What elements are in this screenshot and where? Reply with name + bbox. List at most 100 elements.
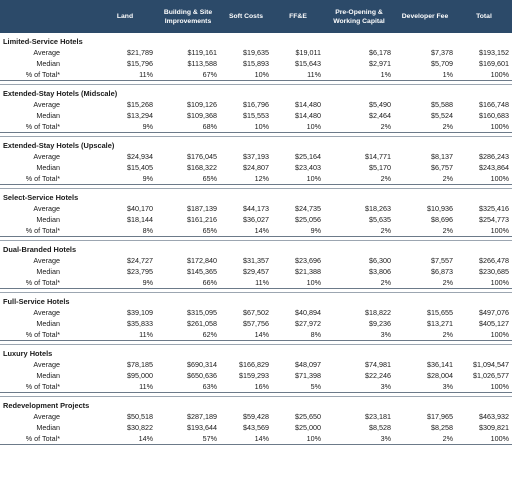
header-building: Building & Site Improvements bbox=[156, 0, 220, 33]
table-cell: $287,189 bbox=[187, 412, 217, 421]
table-cell: $71,398 bbox=[295, 371, 321, 380]
row-label: Median bbox=[36, 215, 60, 224]
table-cell: 63% bbox=[156, 381, 220, 393]
table-cell: $28,004 bbox=[427, 371, 453, 380]
table-row: Average $39,109 $315,095 $67,502 $40,894 $18,… bbox=[0, 307, 512, 318]
category-row: Luxury Hotels bbox=[0, 344, 512, 359]
table-cell: 65% bbox=[156, 225, 220, 237]
table-cell: 1% bbox=[324, 69, 394, 81]
table-cell: $27,972 bbox=[295, 319, 321, 328]
table-cell: $168,322 bbox=[187, 163, 217, 172]
table-cell: 2% bbox=[324, 225, 394, 237]
table-cell: 100% bbox=[456, 277, 512, 289]
table-cell: $5,524 bbox=[431, 111, 453, 120]
table-cell: $5,709 bbox=[431, 59, 453, 68]
table-cell: $95,000 bbox=[127, 371, 153, 380]
category-row: Extended-Stay Hotels (Upscale) bbox=[0, 136, 512, 151]
table-row: Average $24,727 $172,840 $31,357 $23,696 $6,3… bbox=[0, 255, 512, 266]
row-label: % of Total* bbox=[0, 277, 94, 289]
table-row: % of Total* 8% 65% 14% 9% 2% 2% 100% bbox=[0, 225, 512, 237]
table-cell: $8,696 bbox=[431, 215, 453, 224]
table-cell: 62% bbox=[156, 329, 220, 341]
table-cell: 8% bbox=[272, 329, 324, 341]
table-cell: $254,773 bbox=[479, 215, 509, 224]
table-row: % of Total* 9% 68% 10% 10% 2% 2% 100% bbox=[0, 121, 512, 133]
table-cell: $24,934 bbox=[127, 152, 153, 161]
table-cell: $40,894 bbox=[295, 308, 321, 317]
table-cell: $5,170 bbox=[369, 163, 391, 172]
table-cell: 3% bbox=[324, 381, 394, 393]
spacer-cell bbox=[0, 445, 512, 449]
table-cell: 2% bbox=[394, 121, 456, 133]
table-cell: $23,795 bbox=[127, 267, 153, 276]
table-cell: $25,000 bbox=[295, 423, 321, 432]
table-cell: $59,428 bbox=[243, 412, 269, 421]
row-label: Average bbox=[33, 100, 60, 109]
table-cell: $14,480 bbox=[295, 111, 321, 120]
table-cell: $230,685 bbox=[479, 267, 509, 276]
header-soft-costs: Soft Costs bbox=[220, 0, 272, 33]
table-cell: 10% bbox=[272, 277, 324, 289]
table-row: Average $24,934 $176,045 $37,193 $25,164 $14,… bbox=[0, 151, 512, 162]
table-cell: $31,357 bbox=[243, 256, 269, 265]
row-label: % of Total* bbox=[0, 173, 94, 185]
table-row: Median $13,294 $109,368 $15,553 $14,480 $2,46… bbox=[0, 110, 512, 121]
table-cell: $25,164 bbox=[295, 152, 321, 161]
category-row: Select-Service Hotels bbox=[0, 188, 512, 203]
table-cell: $159,293 bbox=[239, 371, 269, 380]
table-cell: $690,314 bbox=[187, 360, 217, 369]
table-cell: 65% bbox=[156, 173, 220, 185]
table-cell: $18,263 bbox=[365, 204, 391, 213]
hotel-cost-table: Land Building & Site Improvements Soft C… bbox=[0, 0, 512, 449]
table-cell: $37,193 bbox=[243, 152, 269, 161]
table-cell: 10% bbox=[272, 433, 324, 445]
table-cell: 100% bbox=[456, 173, 512, 185]
row-label: Median bbox=[36, 319, 60, 328]
table-cell: $109,368 bbox=[187, 111, 217, 120]
row-label: Average bbox=[33, 48, 60, 57]
spacer-row bbox=[0, 445, 512, 449]
row-label: Median bbox=[36, 423, 60, 432]
table-cell: $405,127 bbox=[479, 319, 509, 328]
row-label: Median bbox=[36, 371, 60, 380]
table-row: Average $15,268 $109,126 $16,796 $14,480 $5,4… bbox=[0, 99, 512, 110]
table-cell: $187,139 bbox=[187, 204, 217, 213]
table-cell: 14% bbox=[220, 329, 272, 341]
category-name: Luxury Hotels bbox=[0, 344, 512, 359]
table-cell: 16% bbox=[220, 381, 272, 393]
row-label: Average bbox=[33, 360, 60, 369]
table-row: Median $35,833 $261,058 $57,756 $27,972 $9,23… bbox=[0, 318, 512, 329]
category-name: Select-Service Hotels bbox=[0, 188, 512, 203]
table-cell: $3,806 bbox=[369, 267, 391, 276]
category-name: Redevelopment Projects bbox=[0, 396, 512, 411]
table-cell: 11% bbox=[94, 381, 156, 393]
table-cell: $17,965 bbox=[427, 412, 453, 421]
table-cell: $1,094,547 bbox=[473, 360, 509, 369]
table-cell: $21,789 bbox=[127, 48, 153, 57]
table-cell: $78,185 bbox=[127, 360, 153, 369]
table-cell: 2% bbox=[324, 277, 394, 289]
table-cell: $2,971 bbox=[369, 59, 391, 68]
table-cell: 3% bbox=[324, 433, 394, 445]
table-cell: $286,243 bbox=[479, 152, 509, 161]
table-cell: $2,464 bbox=[369, 111, 391, 120]
row-label: % of Total* bbox=[0, 69, 94, 81]
table-cell: $25,056 bbox=[295, 215, 321, 224]
table-cell: $7,378 bbox=[431, 48, 453, 57]
table-cell: $40,170 bbox=[127, 204, 153, 213]
row-label: Average bbox=[33, 412, 60, 421]
table-row: Median $30,822 $193,644 $43,569 $25,000 $8,52… bbox=[0, 422, 512, 433]
header-land: Land bbox=[94, 0, 156, 33]
table-cell: 2% bbox=[324, 121, 394, 133]
table-cell: $24,735 bbox=[295, 204, 321, 213]
table-cell: 66% bbox=[156, 277, 220, 289]
table-header: Land Building & Site Improvements Soft C… bbox=[0, 0, 512, 33]
table-cell: 11% bbox=[272, 69, 324, 81]
row-label: Median bbox=[36, 267, 60, 276]
row-label: % of Total* bbox=[0, 329, 94, 341]
table-cell: $18,822 bbox=[365, 308, 391, 317]
header-total: Total bbox=[456, 0, 512, 33]
table-cell: $15,655 bbox=[427, 308, 453, 317]
table-cell: 10% bbox=[220, 121, 272, 133]
table-cell: 67% bbox=[156, 69, 220, 81]
